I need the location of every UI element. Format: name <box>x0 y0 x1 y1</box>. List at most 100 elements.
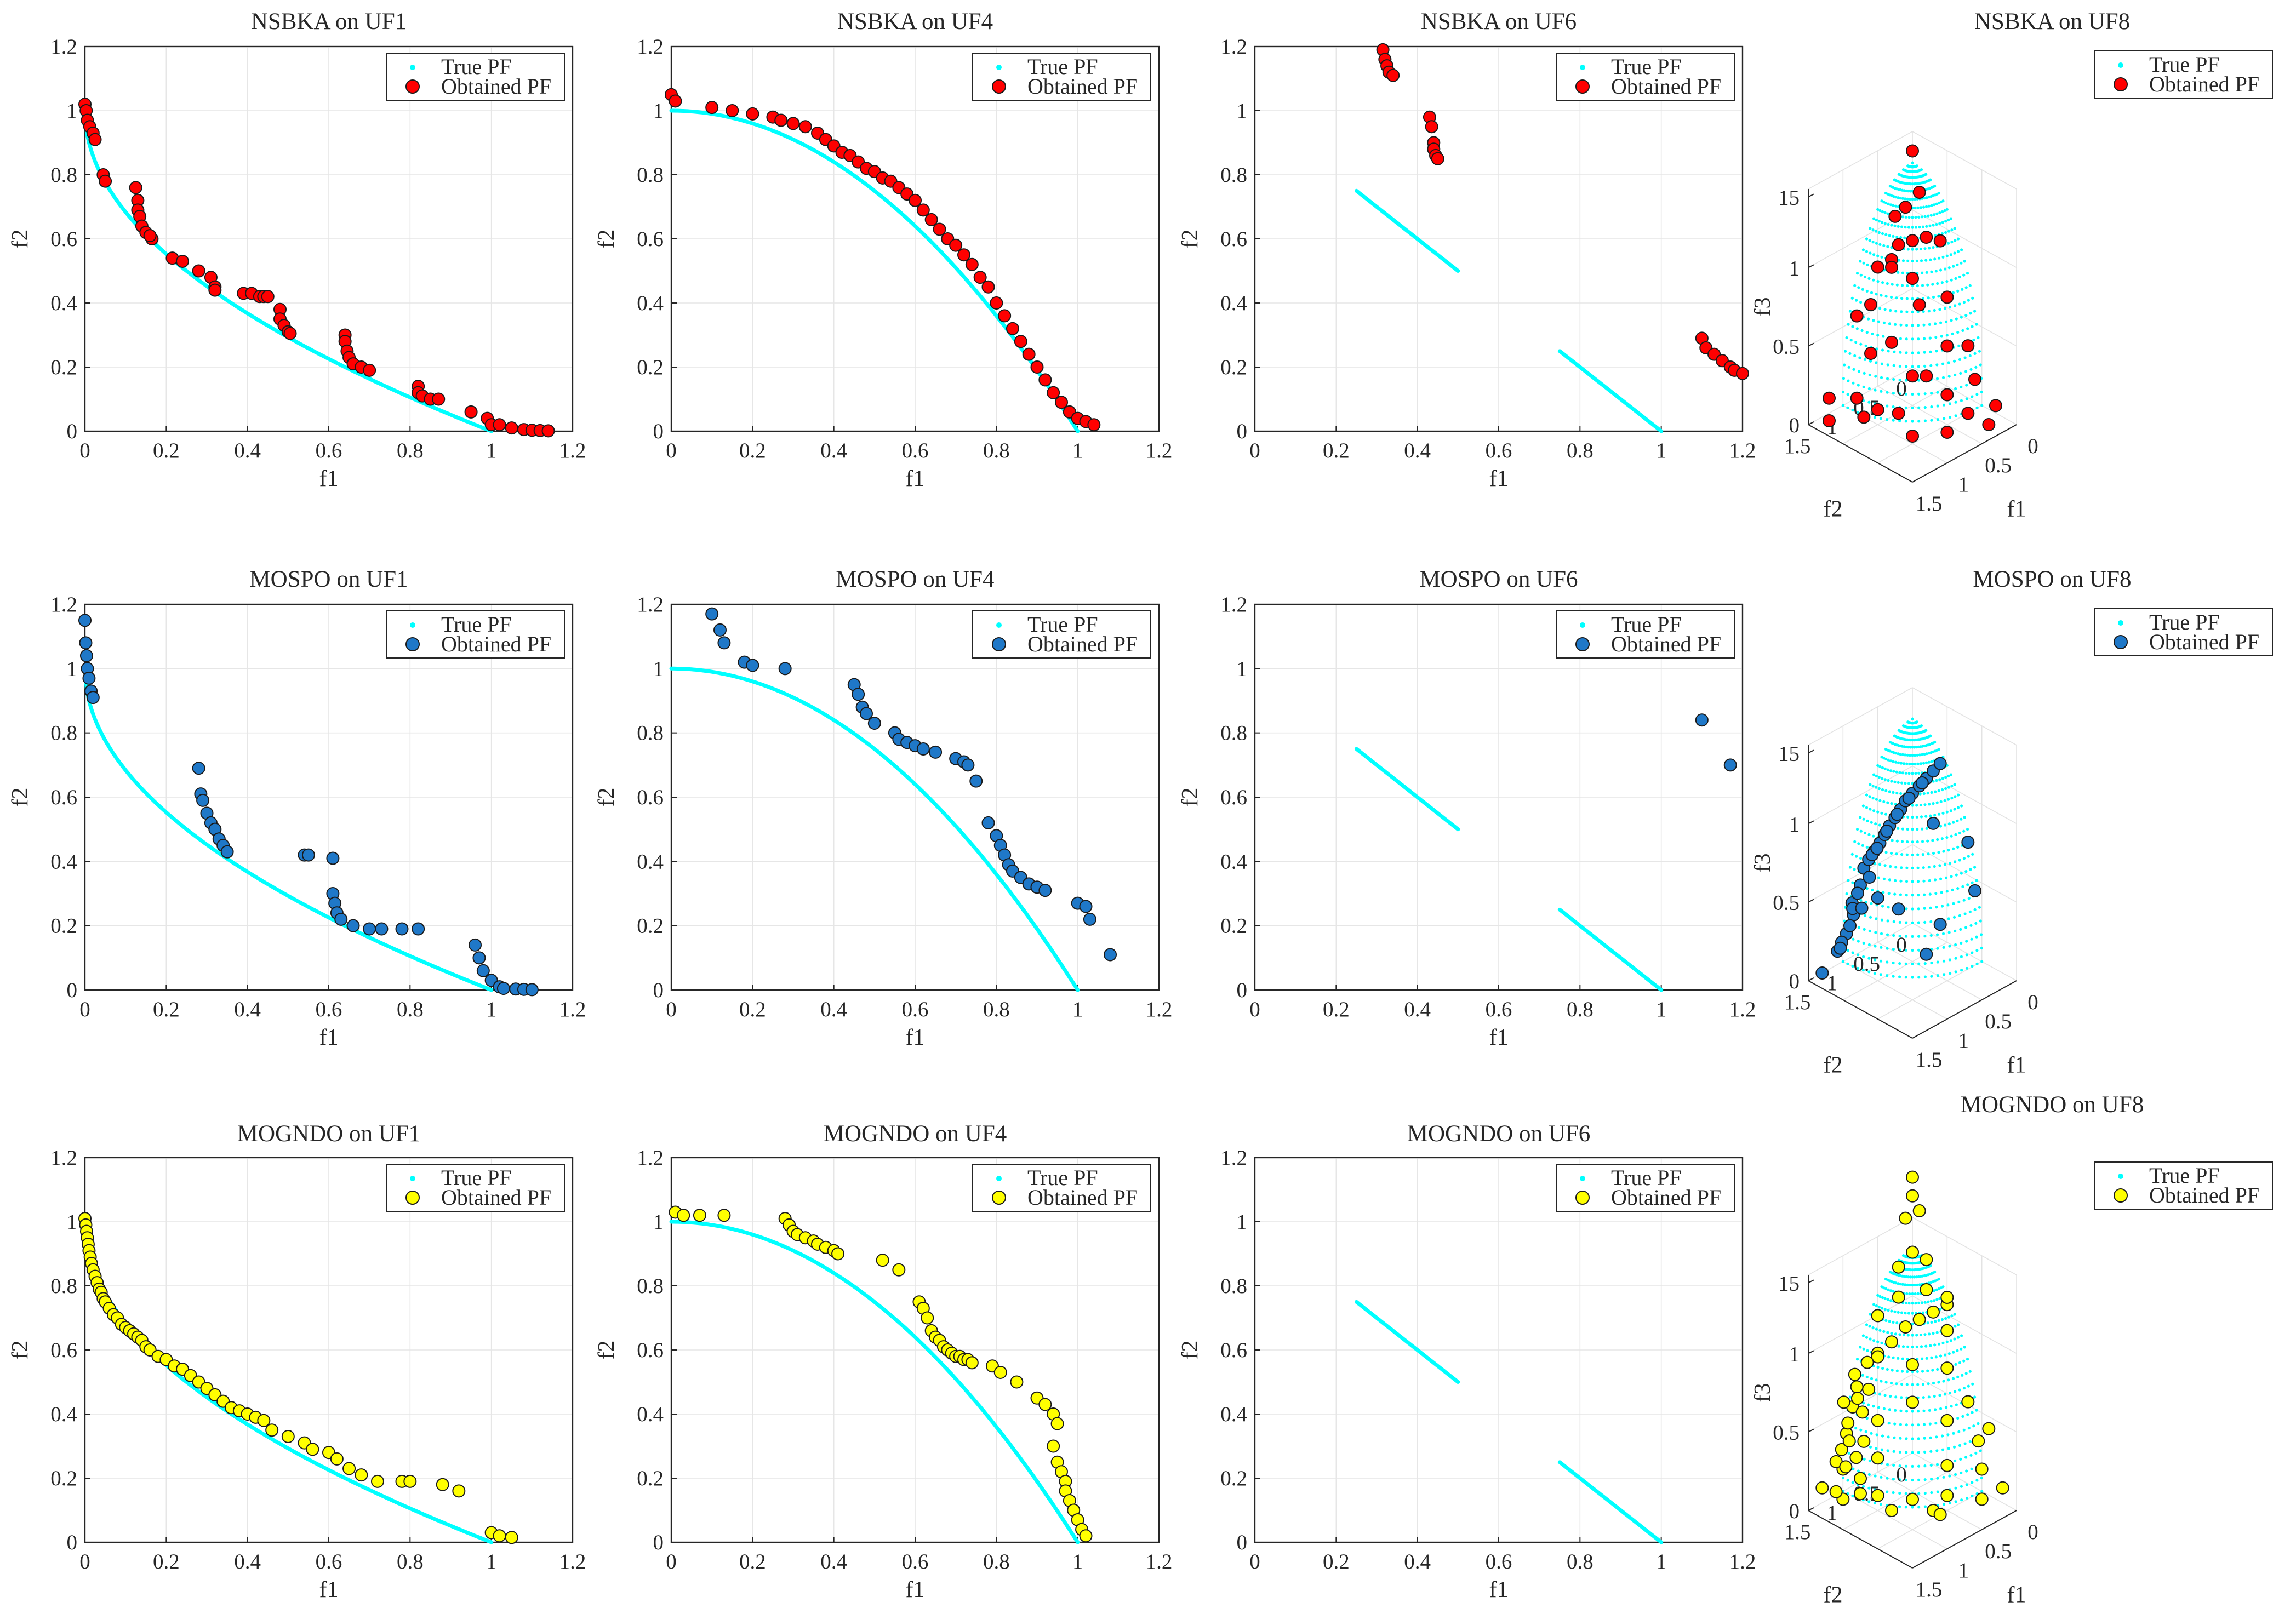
true-pf-point <box>1966 1413 1969 1416</box>
obtained-pf-point <box>746 107 759 121</box>
true-pf-point <box>1880 390 1883 393</box>
true-pf-point <box>1886 933 1889 936</box>
obtained-pf-point <box>1892 407 1905 420</box>
x-tick-label: 0.6 <box>1486 1550 1512 1573</box>
y-tick-label: 0.2 <box>50 914 77 938</box>
true-pf-point <box>1890 1309 1893 1313</box>
true-pf-point <box>1886 947 1889 950</box>
true-pf-point <box>1862 1401 1865 1405</box>
true-pf-point <box>1921 840 1924 843</box>
true-pf-point <box>1905 866 1909 869</box>
true-pf-line <box>669 666 1080 992</box>
x-tick-label: 0.8 <box>1567 439 1594 462</box>
obtained-pf-point <box>831 1247 845 1261</box>
true-pf-point <box>1927 752 1931 755</box>
true-pf-point <box>1934 878 1937 882</box>
true-pf-point <box>1895 1321 1899 1325</box>
true-pf-point <box>1857 940 1860 943</box>
true-pf-point <box>1906 1283 1909 1286</box>
y-tick-label: 0.6 <box>637 786 664 809</box>
f2-tick-label: 1.5 <box>1784 1520 1811 1544</box>
true-pf-point <box>1960 817 1963 821</box>
true-pf-point <box>1888 741 1892 744</box>
true-pf-point <box>1923 406 1927 409</box>
true-pf-point <box>1917 379 1921 382</box>
true-pf-point <box>1961 1374 1964 1377</box>
obtained-pf-point <box>283 327 297 340</box>
legend-obtained-pf-marker <box>1575 637 1590 651</box>
axes-border <box>670 45 1160 432</box>
true-pf-point <box>1855 1358 1859 1361</box>
true-pf-point <box>1971 1382 1974 1386</box>
obtained-pf-point <box>1860 1355 1874 1369</box>
true-pf-point <box>1944 787 1947 791</box>
true-pf-point <box>1935 1298 1939 1301</box>
true-pf-point <box>1892 1478 1895 1481</box>
x-tick-label: 0.4 <box>820 998 847 1021</box>
y-tick-label: 0.8 <box>50 722 77 745</box>
true-pf-point <box>1937 1381 1940 1384</box>
true-pf-point <box>1861 969 1865 972</box>
true-pf-point <box>1926 839 1929 843</box>
box-edge-3d <box>1808 687 1913 746</box>
true-pf-point <box>1954 833 1957 836</box>
z-tick-label: 15 <box>1778 742 1800 765</box>
x-axis-label: f1 <box>906 1025 925 1050</box>
true-pf-point <box>1947 822 1951 826</box>
f1-axis-edge <box>1912 1510 2017 1569</box>
true-pf-point <box>1865 289 1869 293</box>
true-pf-point <box>1906 197 1909 201</box>
true-pf-point <box>1949 809 1952 812</box>
true-pf-point <box>1897 259 1900 262</box>
true-pf-point <box>1950 278 1953 282</box>
grid-3d <box>1842 961 1947 1020</box>
true-pf-point <box>1936 282 1939 285</box>
true-pf-point <box>1888 878 1891 882</box>
true-pf-point <box>1944 1353 1947 1357</box>
true-pf-point <box>1945 836 1949 839</box>
x-tick-label: 0 <box>666 439 677 462</box>
true-pf-point <box>1975 879 1978 882</box>
obtained-pf-point <box>1906 1189 1919 1203</box>
true-pf-point <box>1904 753 1907 757</box>
true-pf-point <box>1845 336 1848 340</box>
true-pf-point <box>1899 236 1903 239</box>
true-pf-point <box>1935 1435 1938 1439</box>
true-pf-point <box>1867 277 1871 280</box>
true-pf-point <box>1857 370 1860 373</box>
true-pf-point <box>1878 307 1882 310</box>
f2-axis-label: f2 <box>1824 1053 1843 1078</box>
true-pf-point <box>1886 1463 1889 1466</box>
true-pf-point <box>1892 948 1895 951</box>
true-pf-point <box>1881 1367 1884 1370</box>
true-pf-point <box>1883 1297 1887 1300</box>
true-pf-point <box>1872 278 1875 282</box>
true-pf-point <box>1923 975 1927 978</box>
box-edge-3d <box>1912 131 2017 190</box>
true-pf-point <box>1967 1427 1971 1430</box>
obtained-pf-point <box>1906 1358 1919 1371</box>
true-pf-point <box>1954 1390 1957 1393</box>
true-pf-point <box>1945 1340 1949 1343</box>
true-pf-point <box>1935 1449 1939 1452</box>
legend-obtained-pf-marker <box>2114 77 2128 91</box>
true-pf-point <box>1881 210 1884 214</box>
true-pf-point <box>1927 760 1931 764</box>
true-pf-point <box>1907 216 1911 219</box>
true-pf-point <box>1895 1382 1898 1386</box>
true-pf-point <box>1892 364 1895 367</box>
y-tick-label: 1.2 <box>1220 35 1247 59</box>
obtained-pf-point <box>469 938 482 952</box>
obtained-pf-point <box>334 912 348 926</box>
true-pf-point <box>1930 392 1933 395</box>
true-pf-point <box>1973 310 1977 313</box>
legend-true-pf-label: True PF <box>1027 1165 1098 1190</box>
true-pf-point <box>1851 325 1854 328</box>
true-pf-point <box>1932 851 1935 855</box>
true-pf-point <box>1848 310 1852 313</box>
obtained-pf-point <box>1022 347 1036 361</box>
true-pf-point <box>1904 962 1907 965</box>
z-tick-label: 15 <box>1778 186 1800 209</box>
true-pf-point <box>1897 827 1900 830</box>
true-pf-point <box>1888 1408 1891 1411</box>
